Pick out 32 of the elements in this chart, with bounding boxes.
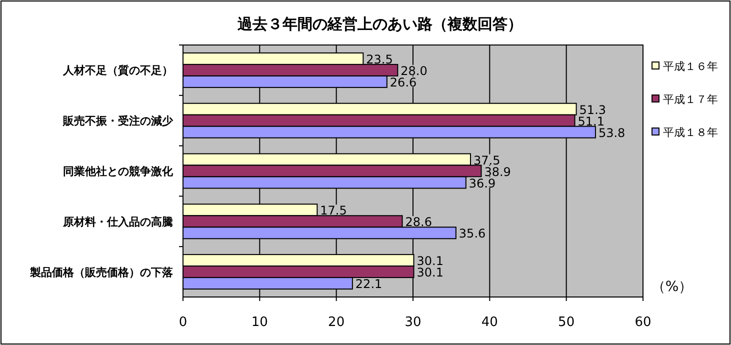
data-label: 36.9 [468, 176, 496, 190]
y-tick-label: 原材料・仕入品の高騰 [62, 215, 173, 228]
legend-label: 平成１７年 [663, 93, 718, 106]
data-label: 23.5 [366, 52, 393, 66]
data-label: 26.6 [390, 75, 417, 90]
chart-title: 過去３年間の経営上のあい路（複数回答） [236, 15, 522, 33]
data-label: 35.6 [458, 226, 486, 241]
data-label: 37.5 [474, 153, 500, 168]
x-tick-label: 50 [558, 315, 575, 330]
y-tick-label: 人材不足（質の不足） [62, 64, 173, 78]
data-label: 28.0 [400, 64, 428, 78]
y-tick-label: 同業他社との競争激化 [63, 165, 174, 178]
x-tick-label: 40 [481, 315, 498, 330]
data-label: 38.9 [484, 164, 511, 179]
data-label: 30.1 [416, 266, 444, 280]
y-tick-label: 販売不振・受注の減少 [62, 114, 174, 128]
data-label: 53.8 [598, 126, 626, 140]
x-tick-label: 10 [251, 315, 268, 330]
x-tick-label: 60 [634, 315, 652, 330]
data-label: 28.6 [405, 215, 432, 230]
data-label: 51.1 [578, 114, 604, 128]
data-label: 30.1 [416, 254, 444, 268]
y-tick-label: 製品価格（販売価格）の下落 [29, 266, 174, 279]
x-tick-label: 30 [404, 315, 422, 330]
data-label: 51.3 [579, 102, 606, 117]
x-tick-label: 0 [178, 315, 188, 330]
data-label: 22.1 [355, 277, 382, 292]
legend-label: 平成１８年 [663, 126, 718, 139]
legend-label: 平成１６年 [663, 60, 718, 73]
text: （%） [651, 279, 693, 295]
x-tick-label: 20 [328, 315, 345, 330]
data-label: 17.5 [320, 204, 347, 218]
